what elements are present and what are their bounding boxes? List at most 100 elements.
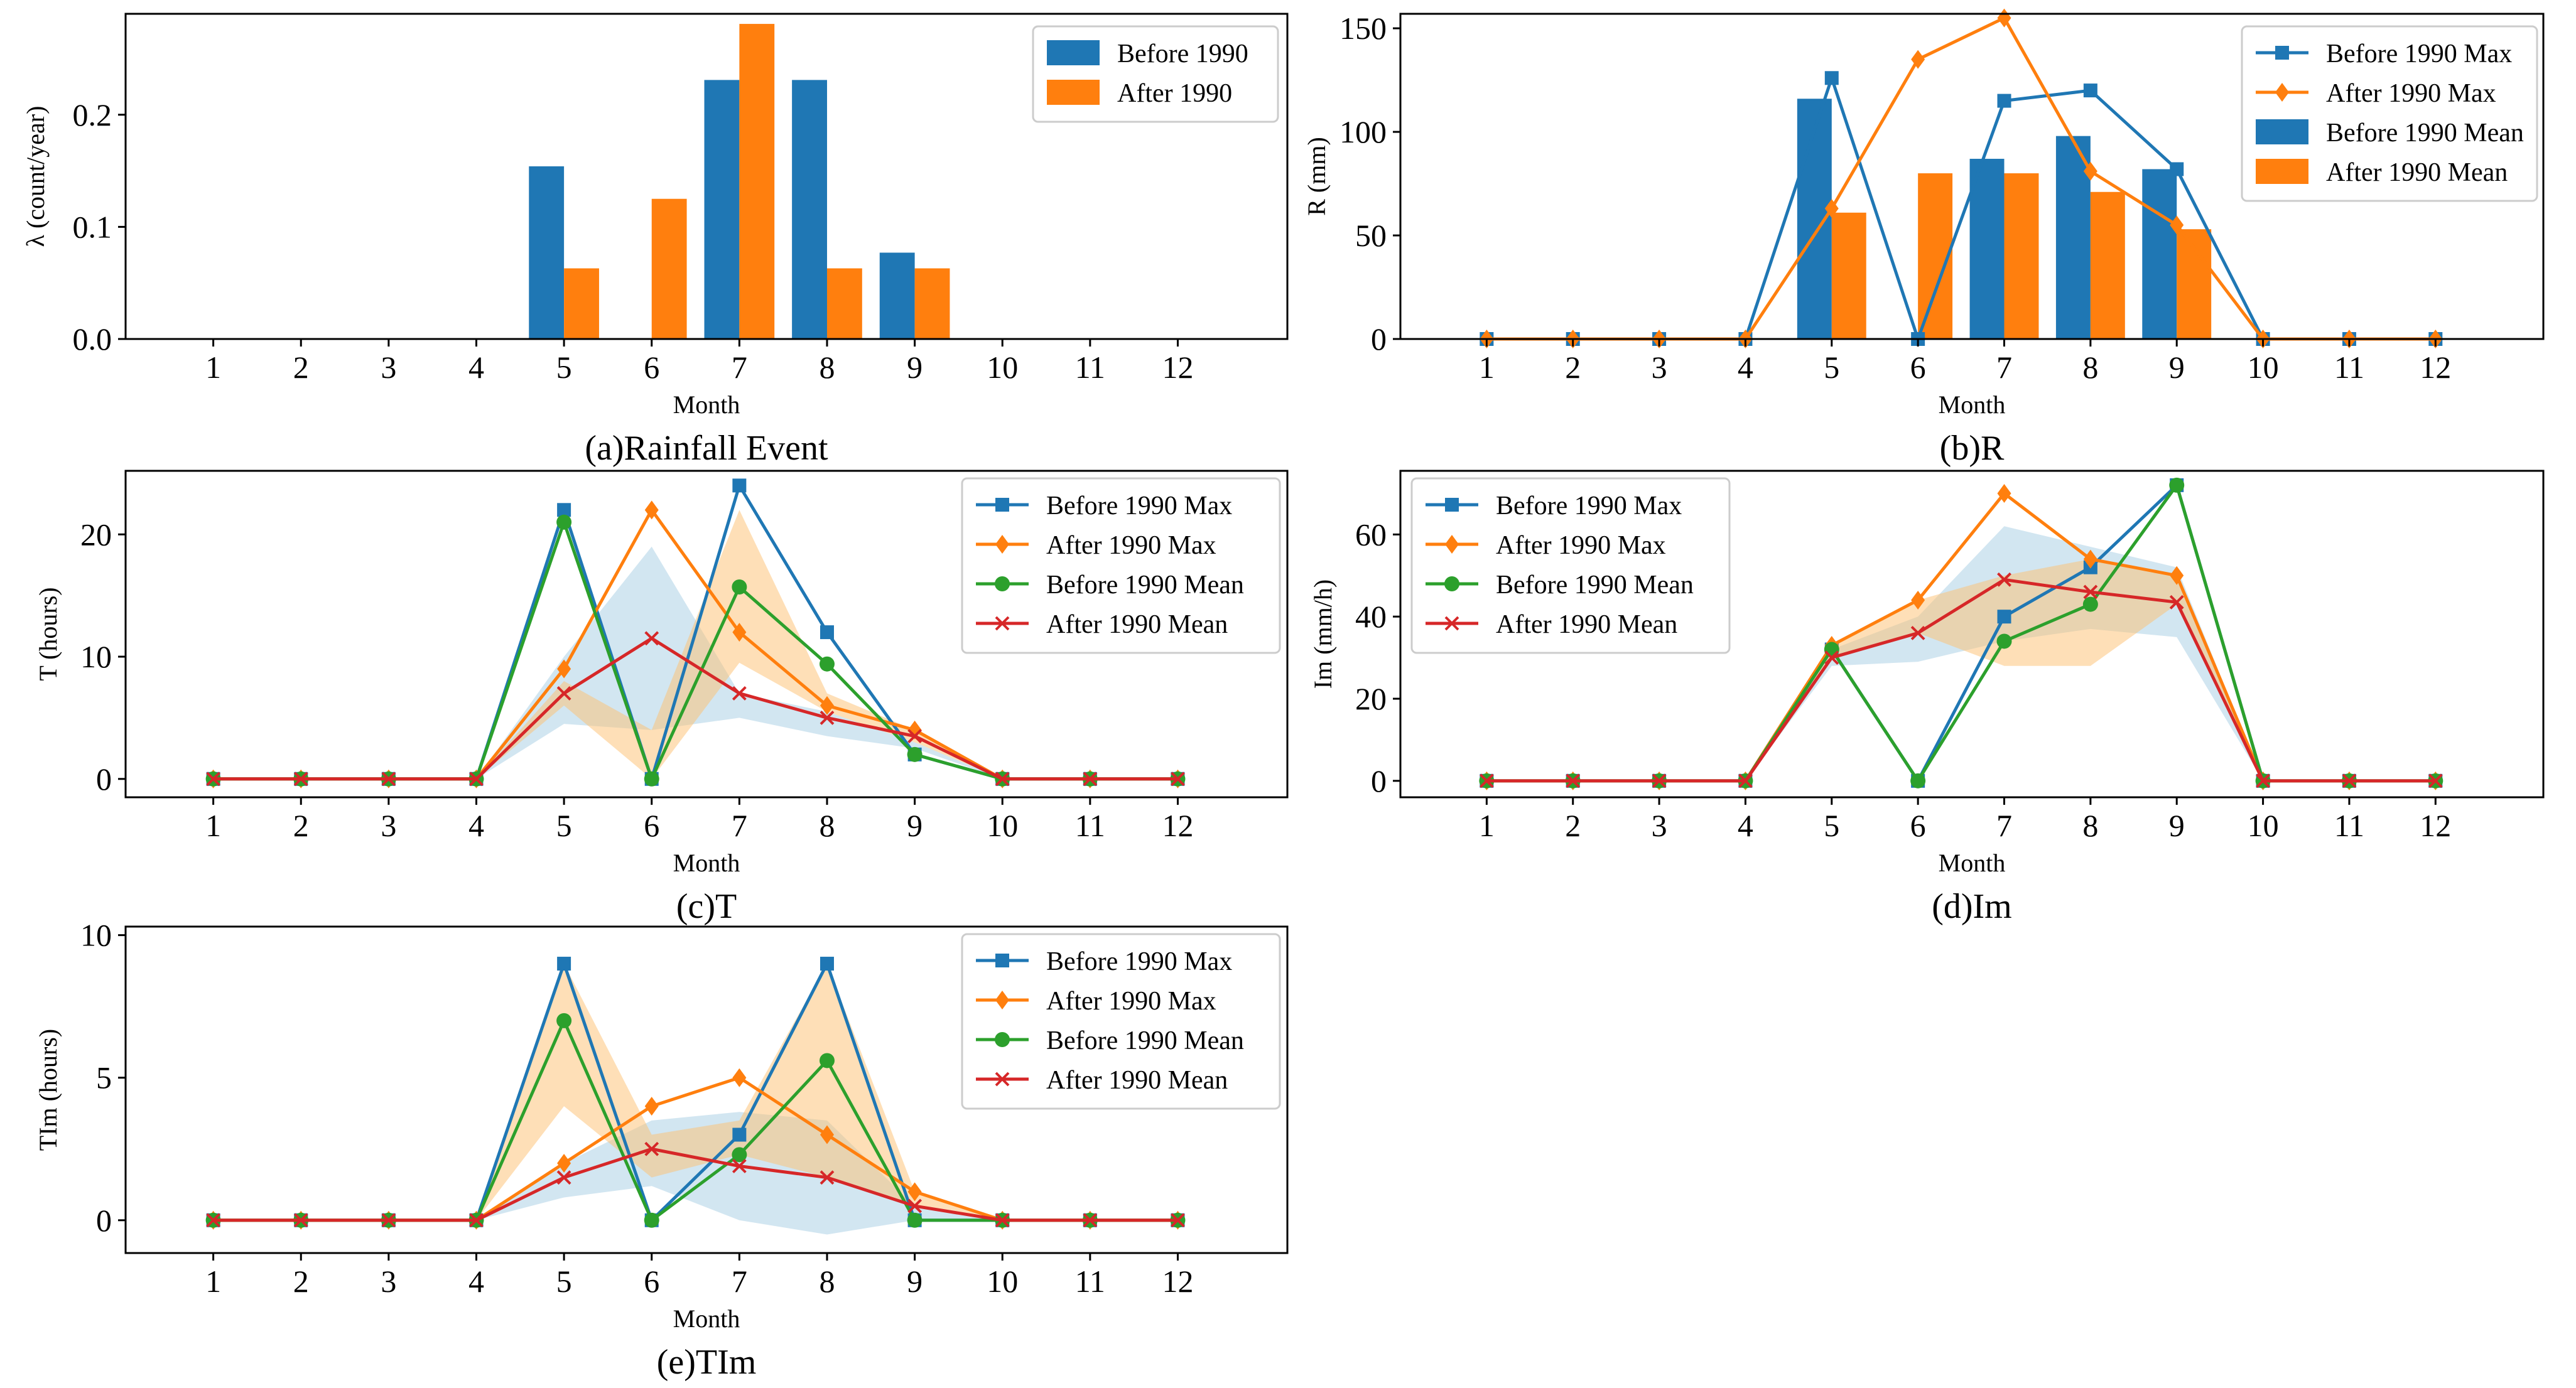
chart-e-point-s0-m7	[732, 1127, 747, 1142]
chart-d-ytick-label: 20	[1355, 681, 1387, 716]
chart-d-point-s1-m6	[1911, 591, 1925, 610]
chart-e-point-s3-m4	[469, 1213, 484, 1228]
chart-e-xtick-label: 9	[907, 1264, 923, 1299]
chart-c-point-s2-m8	[819, 656, 835, 672]
chart-b-xtick-label: 4	[1738, 350, 1753, 385]
chart-e-point-s1-m8	[820, 1125, 834, 1144]
chart-d-point-s2-m8	[2082, 596, 2098, 612]
chart-d-ytick-label: 40	[1355, 599, 1387, 634]
chart-e-xtick-label: 4	[468, 1264, 484, 1299]
chart-a-bar-s1-m8	[826, 268, 862, 339]
chart-a-ylabel: λ (count/year)	[21, 106, 50, 247]
chart-d-band-1	[1486, 559, 2436, 781]
chart-e-point-s3-m3	[381, 1213, 396, 1228]
chart-e-point-s3-m8	[820, 1170, 835, 1185]
chart-a-bar-s0-m5	[529, 166, 565, 339]
chart-b-xtick-label: 12	[2420, 350, 2451, 385]
chart-b-xtick-label: 7	[1996, 350, 2012, 385]
chart-b-bar-s0-m8	[2055, 136, 2091, 339]
chart-d-point-s2-m6	[1910, 773, 1926, 788]
chart-c-point-s1-m8	[820, 696, 834, 715]
chart-c-ytick-label: 0	[96, 761, 112, 797]
chart-c-point-s3-m11	[1083, 772, 1098, 787]
chart-c-point-s0-m5	[557, 503, 571, 517]
chart-d-legend-marker	[1445, 535, 1459, 554]
chart-d-legend-box	[1410, 477, 1731, 654]
chart-b-xtick-label: 9	[2169, 350, 2185, 385]
chart-b-bar-s1-m7	[2004, 173, 2039, 339]
chart-c-xtick-label: 1	[205, 808, 221, 843]
chart-d-point-s3-m8	[2083, 584, 2098, 600]
chart-d-xtick-label: 9	[2169, 808, 2185, 843]
chart-d-legend-label: Before 1990 Mean	[1496, 571, 1694, 600]
chart-d-band-0	[1486, 526, 2436, 781]
chart-c-legend-label: Before 1990 Mean	[1046, 571, 1244, 600]
chart-c-point-s0-m7	[732, 478, 747, 493]
chart-e-point-s3-m9	[907, 1198, 923, 1213]
chart-a-xtick-label: 4	[468, 350, 484, 385]
chart-e-point-s0-m8	[820, 957, 834, 971]
chart-e-legend-marker	[995, 1072, 1010, 1087]
chart-d-point-s3-m4	[1738, 773, 1753, 788]
chart-e-ylabel: TIm (hours)	[34, 1029, 62, 1151]
chart-b-xtick-label: 3	[1652, 350, 1667, 385]
chart-c-point-s3-m9	[907, 729, 923, 744]
chart-c-point-s0-m8	[820, 625, 834, 640]
chart-e-xlabel: Month	[673, 1305, 740, 1333]
chart-c-xtick-label: 11	[1075, 808, 1105, 843]
chart-e-point-s0-m5	[557, 957, 571, 971]
chart-b-xtick-label: 11	[2334, 350, 2364, 385]
chart-e-ytick-label: 5	[96, 1060, 112, 1095]
chart-b-bar-s1-m5	[1831, 212, 1866, 339]
chart-e-point-s3-m1	[206, 1213, 221, 1228]
chart-d-point-s3-m5	[1824, 650, 1839, 665]
chart-e-caption: (e)TIm	[657, 1343, 757, 1382]
chart-e-point-s3-m11	[1083, 1213, 1098, 1228]
chart-c-point-s3-m8	[820, 710, 835, 725]
chart-c-point-s3-m5	[556, 686, 571, 701]
chart-e-point-s2-m9	[907, 1212, 923, 1228]
chart-b-point-s1-m6	[1911, 50, 1925, 69]
chart-d-point-s3-m3	[1652, 773, 1667, 788]
chart-e-xtick-label: 6	[644, 1264, 659, 1299]
chart-e-xtick-label: 11	[1075, 1264, 1105, 1299]
chart-e-legend: Before 1990 Max After 1990 Max Before 1990…	[961, 933, 1281, 1110]
chart-d-legend-label: After 1990 Mean	[1496, 610, 1677, 639]
chart-d-xtick-label: 3	[1652, 808, 1667, 843]
chart-b-xtick-label: 10	[2248, 350, 2279, 385]
chart-d-legend-marker	[1444, 616, 1459, 631]
chart-c-point-s3-m10	[995, 772, 1010, 787]
chart-d-xtick-label: 8	[2082, 808, 2098, 843]
chart-c-xtick-label: 3	[381, 808, 396, 843]
chart-c-xtick-label: 9	[907, 808, 923, 843]
chart-c-legend-marker	[995, 616, 1010, 631]
chart-b-point-s0-m5	[1824, 71, 1839, 85]
chart-e-point-s1-m6	[644, 1097, 659, 1116]
chart-a-bar-s1-m7	[739, 24, 775, 339]
chart-e-point-s1-m9	[907, 1182, 922, 1202]
chart-a-xtick-label: 9	[907, 350, 923, 385]
chart-b-ytick-label: 50	[1355, 218, 1387, 253]
chart-a-legend-swatch	[1047, 80, 1100, 105]
chart-e-point-s2-m7	[732, 1147, 747, 1163]
chart-b-bar-s0-m9	[2142, 169, 2177, 339]
chart-c-legend-marker	[995, 535, 1009, 554]
chart-e-xtick-label: 1	[205, 1264, 221, 1299]
chart-c-xtick-label: 8	[819, 808, 835, 843]
chart-a-ytick-label: 0.0	[73, 321, 112, 357]
chart-c-line-s3	[213, 636, 1178, 781]
chart-e-point-s3-m10	[995, 1213, 1010, 1228]
chart-b-legend: Before 1990 Max After 1990 Max Before 1990…	[2241, 25, 2538, 202]
chart-c-legend-label: After 1990 Mean	[1046, 610, 1228, 639]
chart-b-ytick-label: 0	[1371, 321, 1387, 357]
chart-a-legend-swatch	[1047, 40, 1100, 65]
chart-d-ylabel: Im (mm/h)	[1309, 579, 1337, 689]
chart-a-xtick-label: 7	[732, 350, 747, 385]
chart-c-xtick-label: 10	[987, 808, 1018, 843]
chart-e-xtick-label: 12	[1162, 1264, 1193, 1299]
chart-d-point-s3-m2	[1566, 773, 1581, 788]
